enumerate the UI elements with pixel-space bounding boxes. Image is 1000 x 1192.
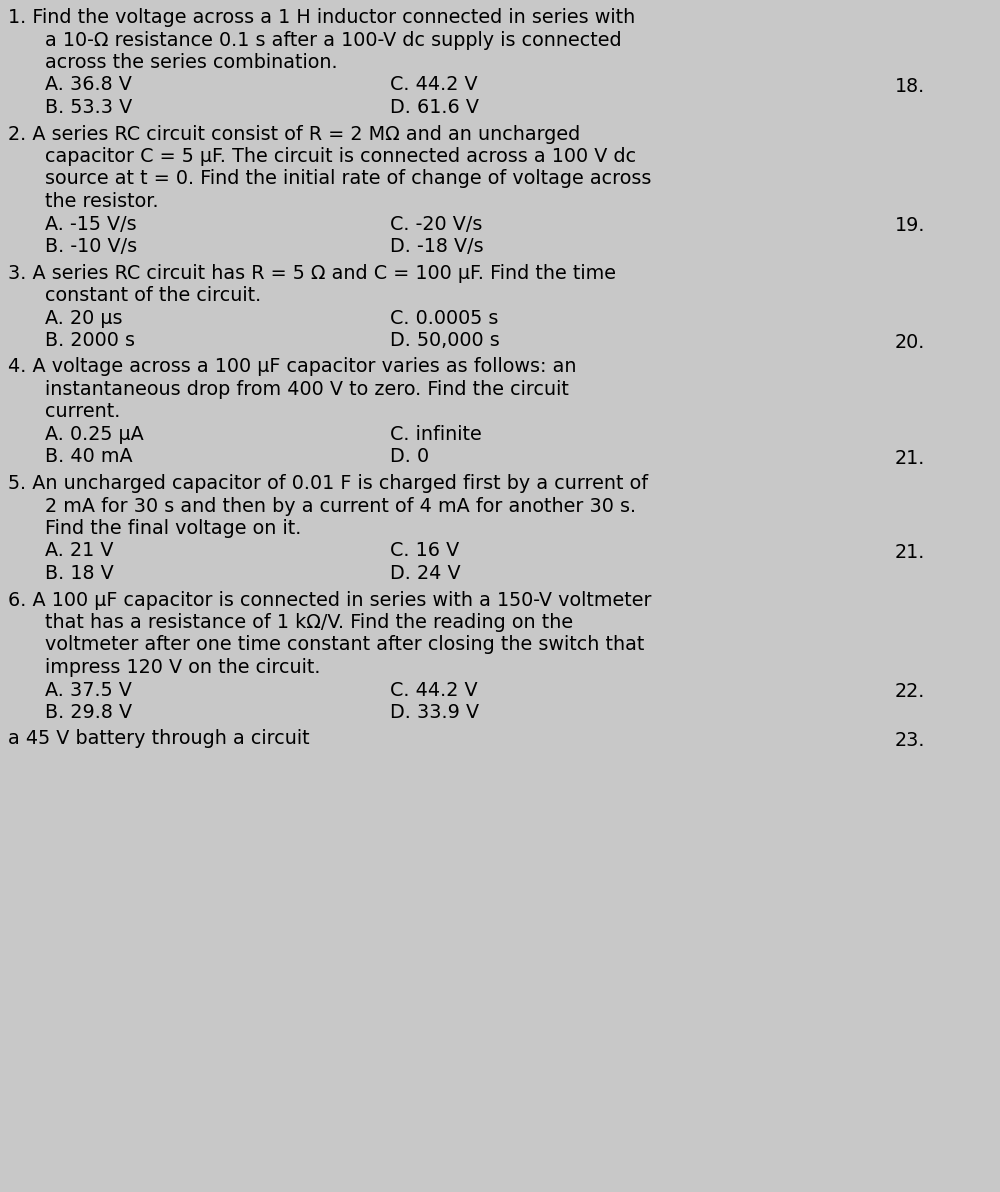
Text: capacitor C = 5 μF. The circuit is connected across a 100 V dc: capacitor C = 5 μF. The circuit is conne…	[45, 147, 636, 166]
Text: a 45 V battery through a circuit: a 45 V battery through a circuit	[8, 730, 310, 749]
Text: A. 0.25 μA: A. 0.25 μA	[45, 426, 144, 443]
Text: B. 18 V: B. 18 V	[45, 564, 114, 583]
Text: D. 33.9 V: D. 33.9 V	[390, 703, 479, 722]
Text: 23.: 23.	[895, 731, 926, 750]
Text: 3. A series RC circuit has R = 5 Ω and C = 100 μF. Find the time: 3. A series RC circuit has R = 5 Ω and C…	[8, 263, 616, 283]
Text: C. infinite: C. infinite	[390, 426, 482, 443]
Text: 21.: 21.	[895, 449, 925, 468]
Text: C. -20 V/s: C. -20 V/s	[390, 215, 482, 234]
Text: A. 21 V: A. 21 V	[45, 541, 114, 560]
Text: B. 40 mA: B. 40 mA	[45, 447, 133, 466]
Text: 19.: 19.	[895, 216, 926, 235]
Text: across the series combination.: across the series combination.	[45, 52, 338, 72]
Text: 22.: 22.	[895, 682, 925, 701]
Text: 21.: 21.	[895, 544, 925, 563]
Text: 20.: 20.	[895, 333, 925, 352]
Text: 1. Find the voltage across a 1 H inductor connected in series with: 1. Find the voltage across a 1 H inducto…	[8, 8, 635, 27]
Text: D. 61.6 V: D. 61.6 V	[390, 98, 479, 117]
Text: D. -18 V/s: D. -18 V/s	[390, 237, 484, 256]
Text: Find the final voltage on it.: Find the final voltage on it.	[45, 519, 301, 538]
Text: D. 50,000 s: D. 50,000 s	[390, 331, 500, 350]
Text: 2. A series RC circuit consist of R = 2 MΩ and an uncharged: 2. A series RC circuit consist of R = 2 …	[8, 124, 580, 143]
Text: B. 2000 s: B. 2000 s	[45, 331, 135, 350]
Text: voltmeter after one time constant after closing the switch that: voltmeter after one time constant after …	[45, 635, 644, 654]
Text: 5. An uncharged capacitor of 0.01 F is charged first by a current of: 5. An uncharged capacitor of 0.01 F is c…	[8, 474, 648, 493]
Text: 6. A 100 μF capacitor is connected in series with a 150-V voltmeter: 6. A 100 μF capacitor is connected in se…	[8, 590, 652, 609]
Text: instantaneous drop from 400 V to zero. Find the circuit: instantaneous drop from 400 V to zero. F…	[45, 380, 569, 399]
Text: 4. A voltage across a 100 μF capacitor varies as follows: an: 4. A voltage across a 100 μF capacitor v…	[8, 358, 576, 377]
Text: a 10-Ω resistance 0.1 s after a 100-V dc supply is connected: a 10-Ω resistance 0.1 s after a 100-V dc…	[45, 31, 622, 50]
Text: A. 37.5 V: A. 37.5 V	[45, 681, 132, 700]
Text: 2 mA for 30 s and then by a current of 4 mA for another 30 s.: 2 mA for 30 s and then by a current of 4…	[45, 497, 636, 515]
Text: current.: current.	[45, 403, 120, 422]
Text: constant of the circuit.: constant of the circuit.	[45, 286, 261, 305]
Text: A. 36.8 V: A. 36.8 V	[45, 75, 132, 94]
Text: B. 53.3 V: B. 53.3 V	[45, 98, 132, 117]
Text: that has a resistance of 1 kΩ/V. Find the reading on the: that has a resistance of 1 kΩ/V. Find th…	[45, 613, 573, 632]
Text: C. 44.2 V: C. 44.2 V	[390, 75, 478, 94]
Text: D. 24 V: D. 24 V	[390, 564, 461, 583]
Text: B. -10 V/s: B. -10 V/s	[45, 237, 137, 256]
Text: B. 29.8 V: B. 29.8 V	[45, 703, 132, 722]
Text: the resistor.: the resistor.	[45, 192, 159, 211]
Text: D. 0: D. 0	[390, 447, 429, 466]
Text: A. 20 μs: A. 20 μs	[45, 309, 122, 328]
Text: C. 44.2 V: C. 44.2 V	[390, 681, 478, 700]
Text: C. 16 V: C. 16 V	[390, 541, 459, 560]
Text: A. -15 V/s: A. -15 V/s	[45, 215, 137, 234]
Text: 18.: 18.	[895, 77, 925, 97]
Text: impress 120 V on the circuit.: impress 120 V on the circuit.	[45, 658, 320, 677]
Text: source at t = 0. Find the initial rate of change of voltage across: source at t = 0. Find the initial rate o…	[45, 169, 651, 188]
Text: C. 0.0005 s: C. 0.0005 s	[390, 309, 498, 328]
